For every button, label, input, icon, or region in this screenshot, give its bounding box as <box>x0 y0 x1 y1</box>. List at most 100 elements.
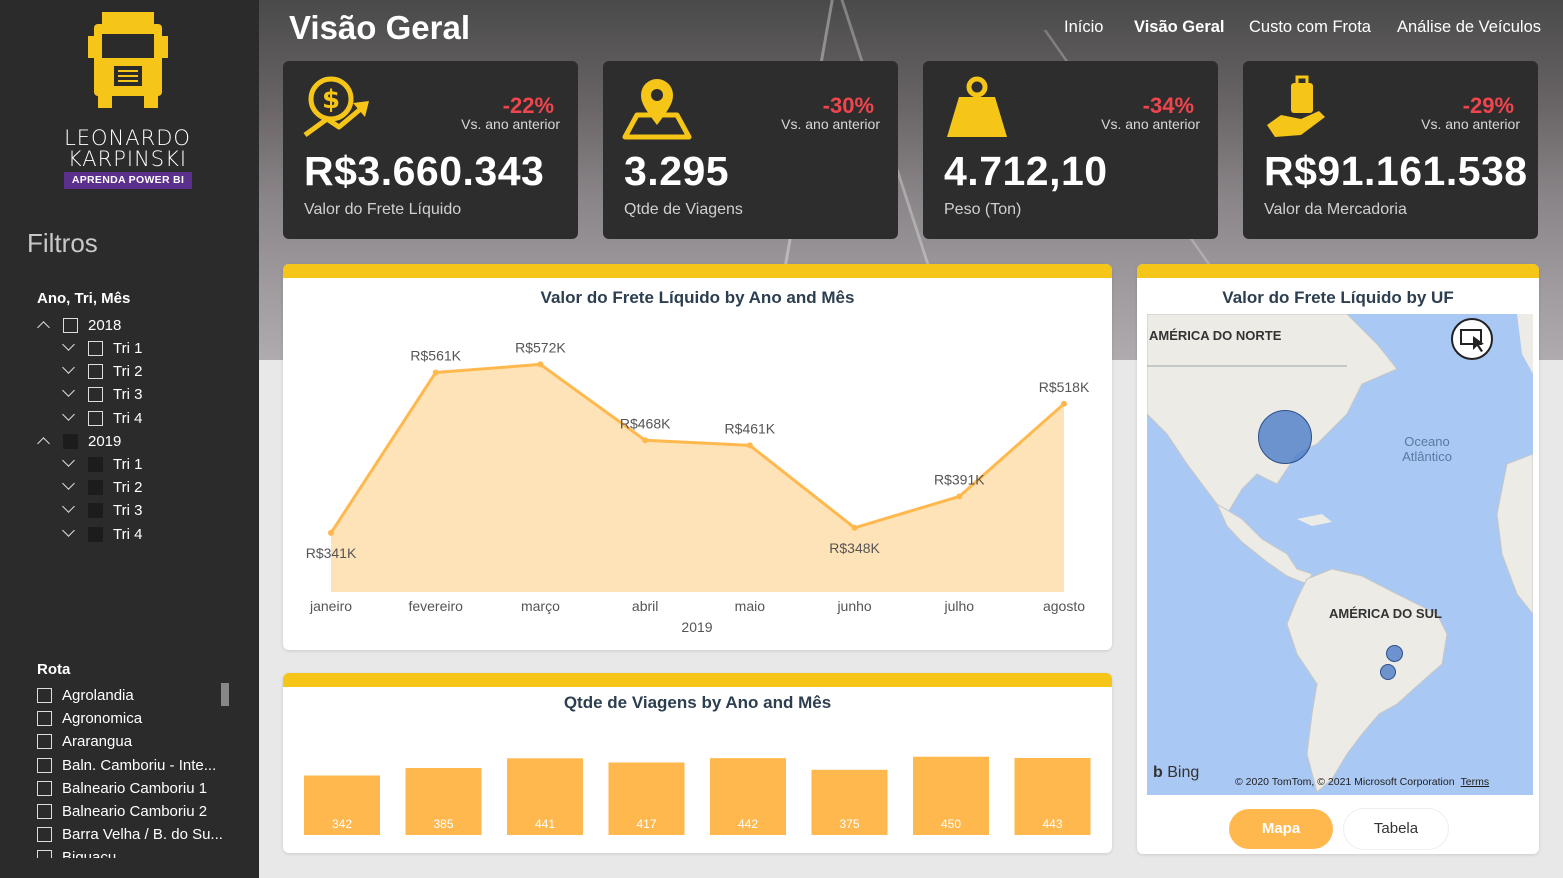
tree-quarter-2019-tri1[interactable]: Tri 1 <box>62 454 142 474</box>
list-item[interactable]: Agrolandia <box>37 684 227 707</box>
tree-quarter-2019-tri2[interactable]: Tri 2 <box>62 477 142 497</box>
kpi-compare-label: Vs. ano anterior <box>461 116 560 132</box>
series-line[interactable] <box>329 362 1065 534</box>
chevron-down-icon[interactable] <box>62 341 76 355</box>
list-item[interactable]: Biguacu <box>37 846 227 858</box>
data-point[interactable] <box>642 437 649 444</box>
list-item-label: Baln. Camboriu - Inte... <box>62 756 217 774</box>
data-point[interactable] <box>746 442 753 449</box>
rota-scrollbar[interactable] <box>221 683 229 706</box>
bar[interactable] <box>507 758 583 835</box>
list-item[interactable]: Balneario Camboriu 2 <box>37 800 227 823</box>
chevron-down-icon[interactable] <box>62 411 76 425</box>
truck-icon <box>88 12 168 108</box>
data-point[interactable] <box>1061 400 1067 407</box>
checkbox[interactable] <box>88 386 103 402</box>
checkbox[interactable] <box>88 410 103 426</box>
tree-quarter-2019-tri4[interactable]: Tri 4 <box>62 524 142 544</box>
checkbox[interactable] <box>63 317 78 333</box>
checkbox[interactable] <box>37 827 52 843</box>
map-bubble[interactable] <box>1258 410 1312 464</box>
toggle-mapa-button[interactable]: Mapa <box>1229 809 1333 849</box>
chevron-up-icon[interactable] <box>37 318 51 332</box>
list-item-label: Agronomica <box>62 710 143 728</box>
bar[interactable] <box>304 775 380 835</box>
checkbox-checked[interactable] <box>88 502 103 518</box>
checkbox-checked[interactable] <box>88 526 103 542</box>
tree-quarter-2018-tri2[interactable]: Tri 2 <box>62 361 142 381</box>
focus-mode-button[interactable] <box>1451 318 1493 360</box>
kpi-value: 3.295 <box>624 148 730 194</box>
checkbox[interactable] <box>37 804 52 820</box>
checkbox-checked[interactable] <box>63 433 78 449</box>
nav-custo-frota[interactable]: Custo com Frota <box>1249 18 1371 36</box>
bar[interactable] <box>1014 757 1091 835</box>
map-bubble[interactable] <box>1380 664 1396 680</box>
chevron-down-icon[interactable] <box>62 457 76 471</box>
list-item[interactable]: Balneario Camboriu 1 <box>37 777 227 800</box>
checkbox[interactable] <box>37 688 52 704</box>
chevron-down-icon[interactable] <box>62 364 76 378</box>
terms-link[interactable]: Terms <box>1460 776 1490 788</box>
tree-quarter-2018-tri1[interactable]: Tri 1 <box>62 338 142 358</box>
tree-year-2019[interactable]: 2019 <box>37 431 121 451</box>
nav-visao-geral[interactable]: Visão Geral <box>1134 18 1225 36</box>
bar[interactable] <box>811 769 888 835</box>
checkbox[interactable] <box>88 340 103 356</box>
brand-name-line1: LEONARDO <box>64 126 191 150</box>
list-item[interactable]: Agronomica <box>37 707 227 730</box>
chevron-down-icon[interactable] <box>62 480 76 494</box>
x-tick-label: agosto <box>1043 598 1085 614</box>
kpi-change: -34% <box>1142 93 1194 118</box>
frete-area-chart-panel: Valor do Frete Líquido by Ano and Mês R$… <box>283 264 1112 650</box>
list-item[interactable]: Barra Velha / B. do Su... <box>37 823 227 846</box>
tree-quarter-2019-tri3[interactable]: Tri 3 <box>62 500 142 520</box>
data-point[interactable] <box>851 524 858 531</box>
bar-value-label: 385 <box>433 817 453 831</box>
toggle-tabela-button[interactable]: Tabela <box>1344 809 1448 849</box>
checkbox[interactable] <box>37 780 52 796</box>
checkbox[interactable] <box>37 711 52 727</box>
chevron-up-icon[interactable] <box>37 434 51 448</box>
data-label: R$461K <box>725 420 776 436</box>
chevron-down-icon[interactable] <box>62 527 76 541</box>
list-item[interactable]: Ararangua <box>37 730 227 753</box>
area-chart[interactable]: R$341K janeiro R$561K fevereiro R$572K março R… <box>283 264 1112 650</box>
checkbox[interactable] <box>37 757 52 773</box>
nav-analise-veiculos[interactable]: Análise de Veículos <box>1397 18 1542 36</box>
tree-year-2018[interactable]: 2018 <box>37 315 121 335</box>
data-point[interactable] <box>956 493 963 500</box>
kpi-change: -22% <box>502 93 554 118</box>
data-point[interactable] <box>328 529 334 536</box>
tree-quarter-2018-tri3[interactable]: Tri 3 <box>62 384 142 404</box>
data-point[interactable] <box>432 369 439 376</box>
bar-chart[interactable]: 342 385 441 417 442 375 450 443 <box>283 673 1112 853</box>
x-tick-label: junho <box>836 598 871 614</box>
rota-list[interactable]: Agrolandia Agronomica Ararangua Baln. Ca… <box>37 684 227 858</box>
kpi-change: -29% <box>1462 93 1514 118</box>
map-canvas[interactable]: AMÉRICA DO NORTE AMÉRICA DO SUL Oceano A… <box>1147 314 1533 795</box>
tree-year-label: 2019 <box>88 432 122 450</box>
kpi-label: Qtde de Viagens <box>624 201 743 218</box>
kpi-label: Peso (Ton) <box>944 201 1022 218</box>
ocean-label-line2: Atlântico <box>1402 449 1452 464</box>
tree-quarter-2018-tri4[interactable]: Tri 4 <box>62 408 142 428</box>
checkbox[interactable] <box>37 850 52 858</box>
bar[interactable] <box>405 768 482 835</box>
attribution-text: © 2020 TomTom, © 2021 Microsoft Corporat… <box>1235 776 1455 788</box>
tree-quarter-label: Tri 2 <box>113 362 143 380</box>
chevron-down-icon[interactable] <box>62 503 76 517</box>
bar[interactable] <box>913 756 989 835</box>
bar[interactable] <box>608 762 685 835</box>
data-point[interactable] <box>537 361 544 368</box>
checkbox-checked[interactable] <box>88 456 103 472</box>
map-bubble[interactable] <box>1386 645 1403 662</box>
chevron-down-icon[interactable] <box>62 387 76 401</box>
nav-inicio[interactable]: Início <box>1064 18 1104 36</box>
checkbox-checked[interactable] <box>88 479 103 495</box>
bar[interactable] <box>710 758 786 835</box>
bar-value-label: 441 <box>535 817 555 831</box>
list-item[interactable]: Baln. Camboriu - Inte... <box>37 754 227 777</box>
checkbox[interactable] <box>88 363 103 379</box>
checkbox[interactable] <box>37 734 52 750</box>
